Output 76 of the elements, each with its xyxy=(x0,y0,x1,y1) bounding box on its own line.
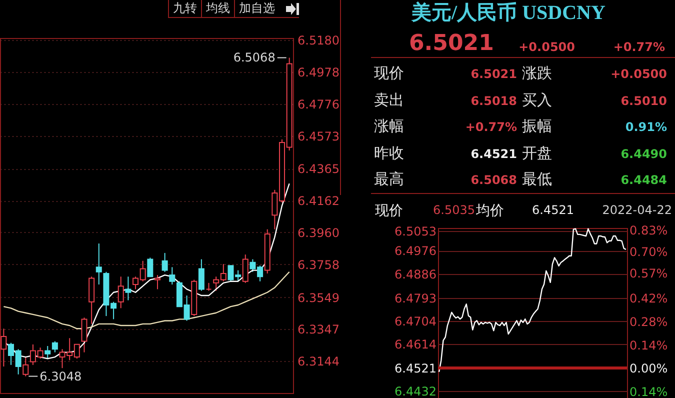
text: 九转 xyxy=(168,0,201,17)
candlestick xyxy=(118,276,124,309)
text: +0.0500 xyxy=(518,40,575,54)
text: 6.5010 xyxy=(620,94,667,108)
y-tick-label: 6.3758 xyxy=(298,258,340,272)
candlestick xyxy=(81,317,88,353)
text: 6.4484 xyxy=(620,173,667,187)
y-tick-label: 6.5180 xyxy=(298,34,340,48)
text: 开盘 xyxy=(522,144,552,162)
y2-tick-label: 0.83% xyxy=(630,223,668,238)
annotation: 6.3048 xyxy=(40,369,82,384)
y-tick-label: 6.4365 xyxy=(298,162,340,176)
candlestick xyxy=(52,340,58,353)
text: 6.4521 xyxy=(532,203,574,217)
y-tick-label: 6.4432 xyxy=(394,384,436,398)
annotation: 6.5068 xyxy=(233,50,276,65)
y-tick-label: 6.4521 xyxy=(394,362,436,376)
candlestick xyxy=(242,254,248,284)
y-tick-label: 6.4162 xyxy=(298,194,340,208)
y-tick-label: 6.4776 xyxy=(298,97,340,112)
text: 2022-04-22 xyxy=(602,203,672,217)
text: 6.5018 xyxy=(470,94,517,108)
y2-tick-label: 0.14% xyxy=(630,338,668,352)
text: 6.5021 xyxy=(470,67,517,81)
text: 6.4490 xyxy=(620,146,667,160)
text: +0.0500 xyxy=(610,67,667,81)
y2-tick-label: 0.57% xyxy=(630,266,668,281)
text: 均线 xyxy=(201,0,234,17)
text: 买入 xyxy=(522,90,552,108)
y2-tick-label: 0.42% xyxy=(630,292,668,306)
text: 振幅 xyxy=(522,117,552,135)
y-tick-label: 6.4793 xyxy=(394,291,436,306)
y-tick-label: 6.5053 xyxy=(394,224,436,238)
candlestick xyxy=(125,276,132,301)
y2-tick-label: 0.70% xyxy=(630,245,668,260)
text: 美元/人民币 USDCNY xyxy=(410,2,606,24)
y2-tick-label: 0.14% xyxy=(630,384,668,398)
y-tick-label: 6.3549 xyxy=(298,290,340,305)
y-tick-label: 6.4614 xyxy=(394,338,436,352)
y-tick-label: 6.4573 xyxy=(298,129,340,144)
y-tick-label: 6.4976 xyxy=(394,244,436,258)
y-tick-label: 6.3144 xyxy=(298,354,340,369)
y-tick-label: 6.4886 xyxy=(394,267,436,282)
candlestick xyxy=(147,257,154,278)
text: 6.5035 xyxy=(433,203,475,217)
y-tick-label: 6.4978 xyxy=(298,65,340,80)
text: +0.77% xyxy=(465,120,517,134)
candlestick xyxy=(169,266,176,285)
text: 现价 xyxy=(375,203,403,219)
candlestick xyxy=(44,346,51,360)
y-tick-label: 6.3347 xyxy=(298,322,340,337)
text: +0.77% xyxy=(613,40,665,54)
text: 6.4521 xyxy=(470,146,517,160)
text: 均价 xyxy=(476,203,504,219)
candlestick xyxy=(22,356,29,377)
text: 最低 xyxy=(522,170,552,188)
y2-tick-label: 0.28% xyxy=(630,314,668,329)
line-series xyxy=(438,228,627,373)
text: 0.91% xyxy=(625,120,667,134)
text: 加自选 xyxy=(234,0,279,17)
text: 涨幅 xyxy=(374,117,404,135)
y2-tick-label: 0.00% xyxy=(630,362,668,376)
text: 最高 xyxy=(374,170,404,188)
candlestick xyxy=(96,242,102,285)
text: 涨跌 xyxy=(522,64,552,82)
text: 6.5068 xyxy=(470,173,517,187)
text: 6.5021 xyxy=(409,31,494,56)
y-tick-label: 6.4704 xyxy=(394,314,436,328)
text: 昨收 xyxy=(374,144,404,162)
candlestick xyxy=(88,276,95,324)
y-tick-label: 6.3960 xyxy=(298,226,340,240)
text: 卖出 xyxy=(374,90,404,108)
candlestick xyxy=(198,258,204,292)
candlestick xyxy=(154,274,160,290)
candlestick xyxy=(162,252,168,272)
text: 现价 xyxy=(374,64,404,82)
